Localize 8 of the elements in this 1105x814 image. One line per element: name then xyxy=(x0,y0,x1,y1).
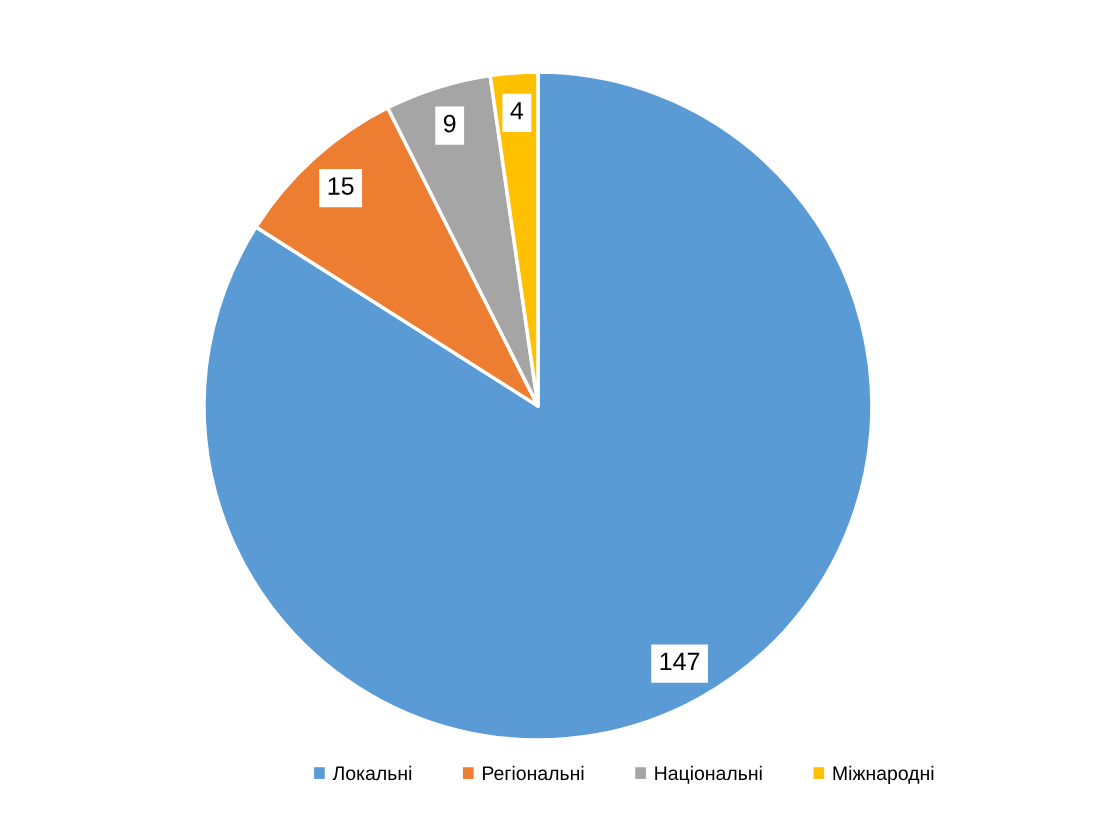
data-label: 147 xyxy=(660,652,700,671)
legend-label: Міжнародні xyxy=(833,765,934,784)
data-label: 4 xyxy=(510,102,524,120)
data-label: 15 xyxy=(328,177,354,195)
legend-label: Національні xyxy=(655,765,762,784)
data-label: 9 xyxy=(443,114,456,133)
legend-label: Локальні xyxy=(332,765,412,781)
legend-label: Регіональні xyxy=(483,765,584,781)
